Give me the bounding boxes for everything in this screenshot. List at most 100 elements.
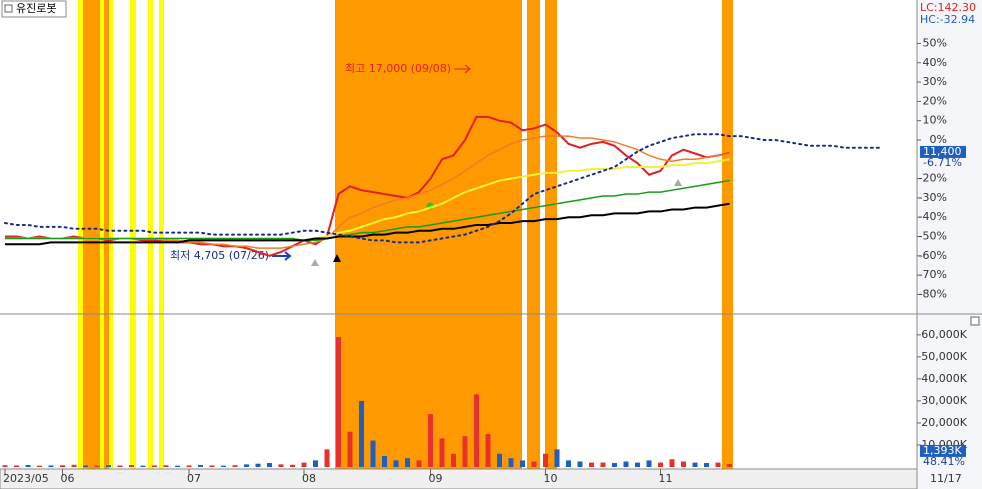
volume-bar <box>232 465 238 467</box>
volume-bar <box>635 462 640 467</box>
title-icon[interactable] <box>4 4 13 13</box>
volume-bar <box>255 463 261 467</box>
low-arrow <box>272 251 292 261</box>
volume-bar <box>382 455 387 467</box>
x-tick-label: 11 <box>659 472 673 485</box>
y-tick-label: 40% <box>923 56 947 69</box>
band <box>78 0 83 469</box>
volume-bar <box>520 460 525 467</box>
y-tick-label: 40,000K <box>921 372 967 385</box>
series-line <box>5 202 730 246</box>
current-change: -6.71% <box>923 156 962 169</box>
panel-close[interactable] <box>970 316 980 326</box>
volume-bar <box>25 465 31 467</box>
y-tick-label: 50% <box>923 36 947 49</box>
volume-bar <box>681 461 686 467</box>
volume-bar <box>439 438 445 467</box>
volume-bar <box>658 462 663 467</box>
volume-bar <box>152 465 157 467</box>
volume-bar <box>370 440 376 467</box>
y-tick-label: 50,000K <box>921 350 967 363</box>
band <box>130 0 136 469</box>
volume-bar <box>313 460 318 467</box>
x-tick-label: 10 <box>544 472 558 485</box>
volume-bar <box>428 414 433 467</box>
volume-bar <box>462 436 468 467</box>
volume-bar <box>94 465 100 467</box>
volume-bar <box>163 465 169 467</box>
band <box>104 0 109 469</box>
volume-bar <box>416 460 422 467</box>
volume-bar <box>48 465 54 467</box>
y-tick-label: 10% <box>923 114 947 127</box>
hc-label: HC:-32.94 <box>920 13 975 26</box>
volume-bar <box>336 337 341 467</box>
volume-bar <box>290 464 295 467</box>
y-tick-label: -20% <box>919 172 947 185</box>
volume-bar <box>577 461 583 467</box>
band <box>109 0 113 469</box>
volume-bar <box>359 400 364 467</box>
volume-bar <box>474 394 479 467</box>
band <box>100 0 104 469</box>
x-tick-label: 06 <box>61 472 75 485</box>
band <box>527 0 540 469</box>
volume-bar <box>612 463 617 467</box>
volume-bar <box>715 462 721 467</box>
volume-bar <box>60 465 65 467</box>
volume-bar <box>669 459 675 467</box>
y-tick-label: 0% <box>930 133 947 146</box>
volume-bar <box>209 465 215 467</box>
signal-arrow <box>674 179 682 186</box>
current-volume: 1,393K <box>923 444 962 457</box>
series-line <box>4 133 880 244</box>
high-arrow <box>454 64 471 74</box>
y-tick-label: -40% <box>919 210 947 223</box>
volume-bar <box>554 449 560 467</box>
y-tick-label: -30% <box>919 191 947 204</box>
x-tick-label: 07 <box>187 472 201 485</box>
volume-bar <box>531 461 537 467</box>
volume-ratio: 48.41% <box>923 455 965 468</box>
lc-label: LC:142.30 <box>920 1 976 14</box>
current-price-box <box>920 145 966 158</box>
volume-bar <box>186 465 192 467</box>
y-tick-label: 20% <box>923 94 947 107</box>
volume-bar <box>140 465 146 467</box>
y-tick-label: 20,000K <box>921 416 967 429</box>
x-tick-label: 2023/05 <box>3 472 49 485</box>
high-annotation: 최고 17,000 (09/08) <box>345 62 451 75</box>
volume-bar <box>14 465 19 467</box>
volume-bar <box>175 465 180 467</box>
band <box>722 0 733 469</box>
y-tick-label: -80% <box>919 287 947 300</box>
volume-bar <box>704 463 709 467</box>
y-tick-label: 30% <box>923 75 947 88</box>
y-tick-label: 30,000K <box>921 394 967 407</box>
volume-bar <box>198 465 203 467</box>
volume-bar <box>508 458 514 467</box>
band <box>545 0 557 469</box>
volume-bar <box>646 460 652 467</box>
signal-bands <box>78 0 733 469</box>
title-box <box>1 0 67 18</box>
current-price: 11,400 <box>923 145 962 158</box>
volume-bar <box>278 464 284 467</box>
volume-bar <box>83 465 88 467</box>
band <box>335 0 522 469</box>
volume-bar <box>2 465 8 467</box>
band <box>159 0 164 469</box>
volume-bar <box>324 449 330 467</box>
current-volume-box <box>920 444 966 457</box>
signal-arrow <box>311 259 319 266</box>
volume-bar <box>37 465 42 467</box>
volume-bar <box>623 461 629 467</box>
volume-bar <box>221 465 226 467</box>
volume-bar <box>129 465 134 467</box>
chart-title: 유진로봇 <box>16 2 56 15</box>
right-axis-area <box>917 0 982 489</box>
volume-bar <box>347 431 353 467</box>
signal-arrow <box>333 254 341 262</box>
